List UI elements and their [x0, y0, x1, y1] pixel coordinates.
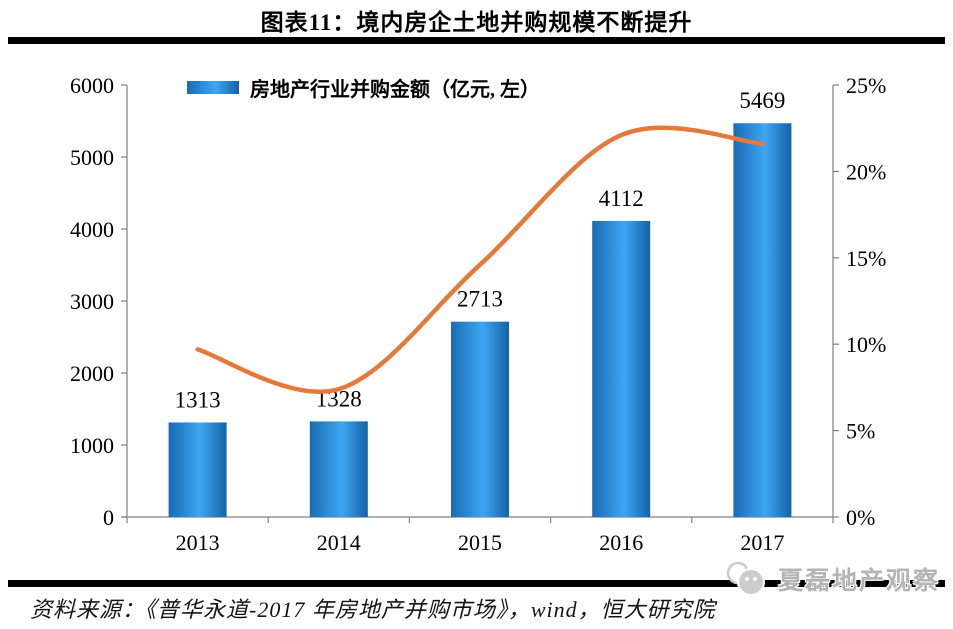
- x-axis-category-label: 2017: [740, 530, 784, 555]
- growth-rate-line: [195, 125, 765, 394]
- chart-title: 图表11：境内房企土地并购规模不断提升: [260, 10, 693, 35]
- left-axis-tick-label: 2000: [70, 361, 114, 386]
- x-axis-category-label: 2016: [599, 530, 643, 555]
- right-axis-tick-label: 0%: [846, 505, 875, 530]
- bar-value-label: 5469: [739, 88, 785, 113]
- bar: [168, 422, 227, 517]
- left-axis-tick-label: 0: [103, 505, 114, 530]
- legend-bar-swatch: [187, 80, 239, 94]
- legend-bar-label: 房地产行业并购金额（亿元, 左）: [250, 78, 540, 101]
- bar: [451, 321, 509, 517]
- x-axis-category-label: 2015: [458, 530, 502, 555]
- chart-legend: 房地产行业并购金额（亿元, 左）: [187, 74, 540, 101]
- bar: [733, 123, 792, 518]
- source-citation: 资料来源：《普华永道-2017 年房地产并购市场》，wind，恒大研究院: [30, 597, 716, 622]
- x-axis-category-label: 2013: [176, 530, 220, 555]
- x-axis-category-label: 2014: [317, 530, 361, 555]
- bar-value-label: 1313: [175, 387, 221, 412]
- right-axis-tick-label: 5%: [846, 419, 875, 444]
- bar-value-label: 2713: [457, 287, 503, 312]
- watermark-text: 夏磊地产观察: [778, 568, 941, 595]
- right-axis-tick-label: 10%: [846, 332, 886, 357]
- left-axis-tick-label: 4000: [70, 217, 114, 242]
- left-axis-tick-label: 3000: [70, 289, 114, 314]
- right-axis-tick-label: 15%: [846, 246, 886, 271]
- left-axis-tick-label: 6000: [70, 73, 114, 98]
- left-axis-tick-label: 5000: [70, 145, 114, 170]
- bottom-divider-rule: [8, 580, 945, 587]
- bar: [309, 421, 368, 517]
- watermark-logo-icon: [726, 561, 765, 596]
- right-axis-tick-label: 25%: [846, 73, 886, 98]
- watermark: 夏磊地产观察: [724, 560, 940, 598]
- top-divider-rule: [8, 37, 945, 44]
- left-axis-tick-label: 1000: [70, 433, 114, 458]
- bar-value-label: 4112: [599, 186, 644, 211]
- right-axis-tick-label: 20%: [846, 159, 886, 184]
- bar: [592, 220, 651, 517]
